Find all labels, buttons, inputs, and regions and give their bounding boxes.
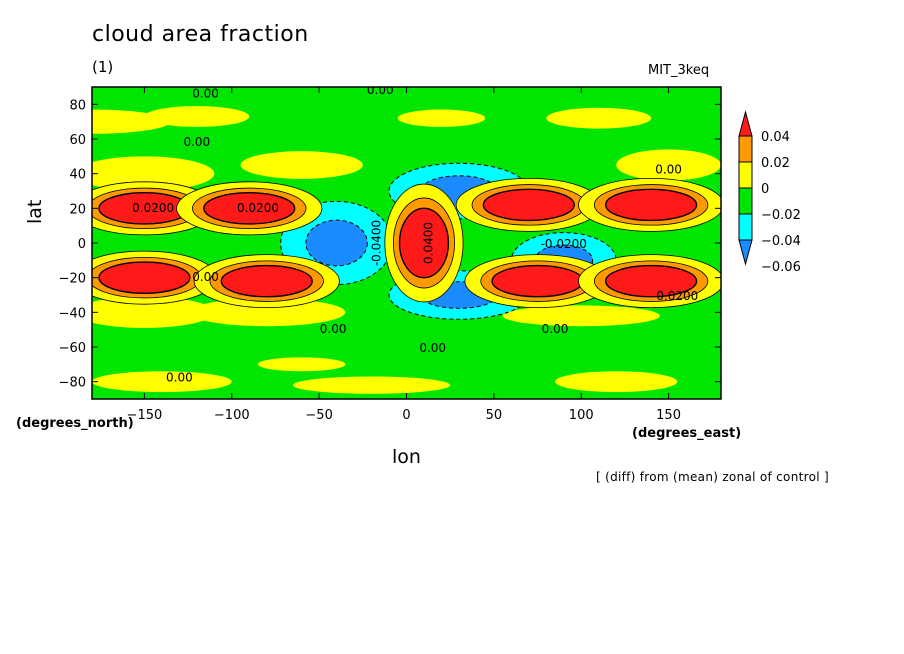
yellow-patch <box>257 357 346 372</box>
contour-label: 0.00 <box>166 371 193 385</box>
colorbar-label: −0.04 <box>761 234 801 249</box>
x-axis-label: lon <box>392 446 421 468</box>
yellow-patch <box>188 298 346 327</box>
y-tick-label: 20 <box>69 202 86 217</box>
yellow-patch <box>502 305 660 327</box>
colorbar-segment <box>738 213 753 241</box>
y-tick-label: −60 <box>59 341 86 356</box>
x-tick-label: 0 <box>402 408 410 423</box>
contour-label: 0.0200 <box>656 289 698 303</box>
yellow-patch <box>92 156 215 191</box>
colorbar-segment <box>738 187 753 215</box>
yellow-patch <box>546 107 652 129</box>
y-tick-label: 60 <box>69 133 86 148</box>
yellow-patch <box>292 376 451 394</box>
contour-label: -0.0200 <box>541 237 587 251</box>
x-tick-label: −50 <box>305 408 332 423</box>
yellow-patch <box>616 149 721 181</box>
colorbar-label: −0.06 <box>761 260 801 275</box>
positive-core <box>98 261 191 294</box>
x-tick-label: −150 <box>127 408 163 423</box>
positive-core <box>604 264 698 298</box>
positive-core <box>491 264 584 298</box>
contour-label: 0.00 <box>192 86 219 100</box>
y-units-label: (degrees_north) <box>16 416 134 431</box>
yellow-patch <box>92 296 215 328</box>
colorbar-segment <box>738 135 753 163</box>
positive-core <box>220 264 313 298</box>
colorbar-top-arrow <box>738 110 753 137</box>
contour-label: 0.00 <box>655 163 682 177</box>
colorbar-segment <box>738 161 753 189</box>
negative-core <box>305 219 368 267</box>
model-label: MIT_3keq <box>648 63 710 78</box>
colorbar-label: 0 <box>761 182 769 197</box>
colorbar-label: −0.02 <box>761 208 801 223</box>
colorbar-label: 0.02 <box>761 156 790 171</box>
y-tick-label: 80 <box>69 98 86 113</box>
contour-label: 0.0400 <box>422 222 436 264</box>
y-tick-label: −20 <box>59 272 86 287</box>
positive-core <box>604 188 698 222</box>
yellow-patch <box>240 151 363 179</box>
y-tick-label: 0 <box>78 237 86 252</box>
x-tick-label: 100 <box>569 408 594 423</box>
yellow-patch <box>144 106 250 127</box>
x-tick-label: 50 <box>486 408 503 423</box>
contour-label: 0.00 <box>320 322 347 336</box>
contour-label: 0.00 <box>542 322 569 336</box>
positive-core <box>398 207 450 279</box>
contour-label: 0.00 <box>419 341 446 355</box>
x-tick-label: −100 <box>214 408 250 423</box>
yellow-patch <box>397 109 486 127</box>
y-tick-label: −40 <box>59 306 86 321</box>
contour-label: 0.0200 <box>237 201 279 215</box>
y-tick-label: −80 <box>59 376 86 391</box>
diff-note: [ (diff) from (mean) zonal of control ] <box>596 470 829 484</box>
colorbar-label: 0.04 <box>761 130 790 145</box>
panel-label: (1) <box>92 58 114 76</box>
yellow-patch <box>92 371 232 393</box>
x-units-label: (degrees_east) <box>632 426 742 441</box>
colorbar-bottom-arrow <box>738 239 753 266</box>
positive-core <box>203 192 296 225</box>
positive-core <box>482 188 575 222</box>
y-tick-label: 40 <box>69 168 86 183</box>
contour-label: 0.0200 <box>132 201 174 215</box>
x-tick-label: 150 <box>656 408 681 423</box>
contour-label: 0.00 <box>367 83 394 97</box>
contour-label: 0.00 <box>183 135 210 149</box>
contour-label: 0.00 <box>192 270 219 284</box>
contour-label: -0.0400 <box>369 220 383 266</box>
chart-title: cloud area fraction <box>92 22 309 47</box>
yellow-patch <box>555 371 678 393</box>
